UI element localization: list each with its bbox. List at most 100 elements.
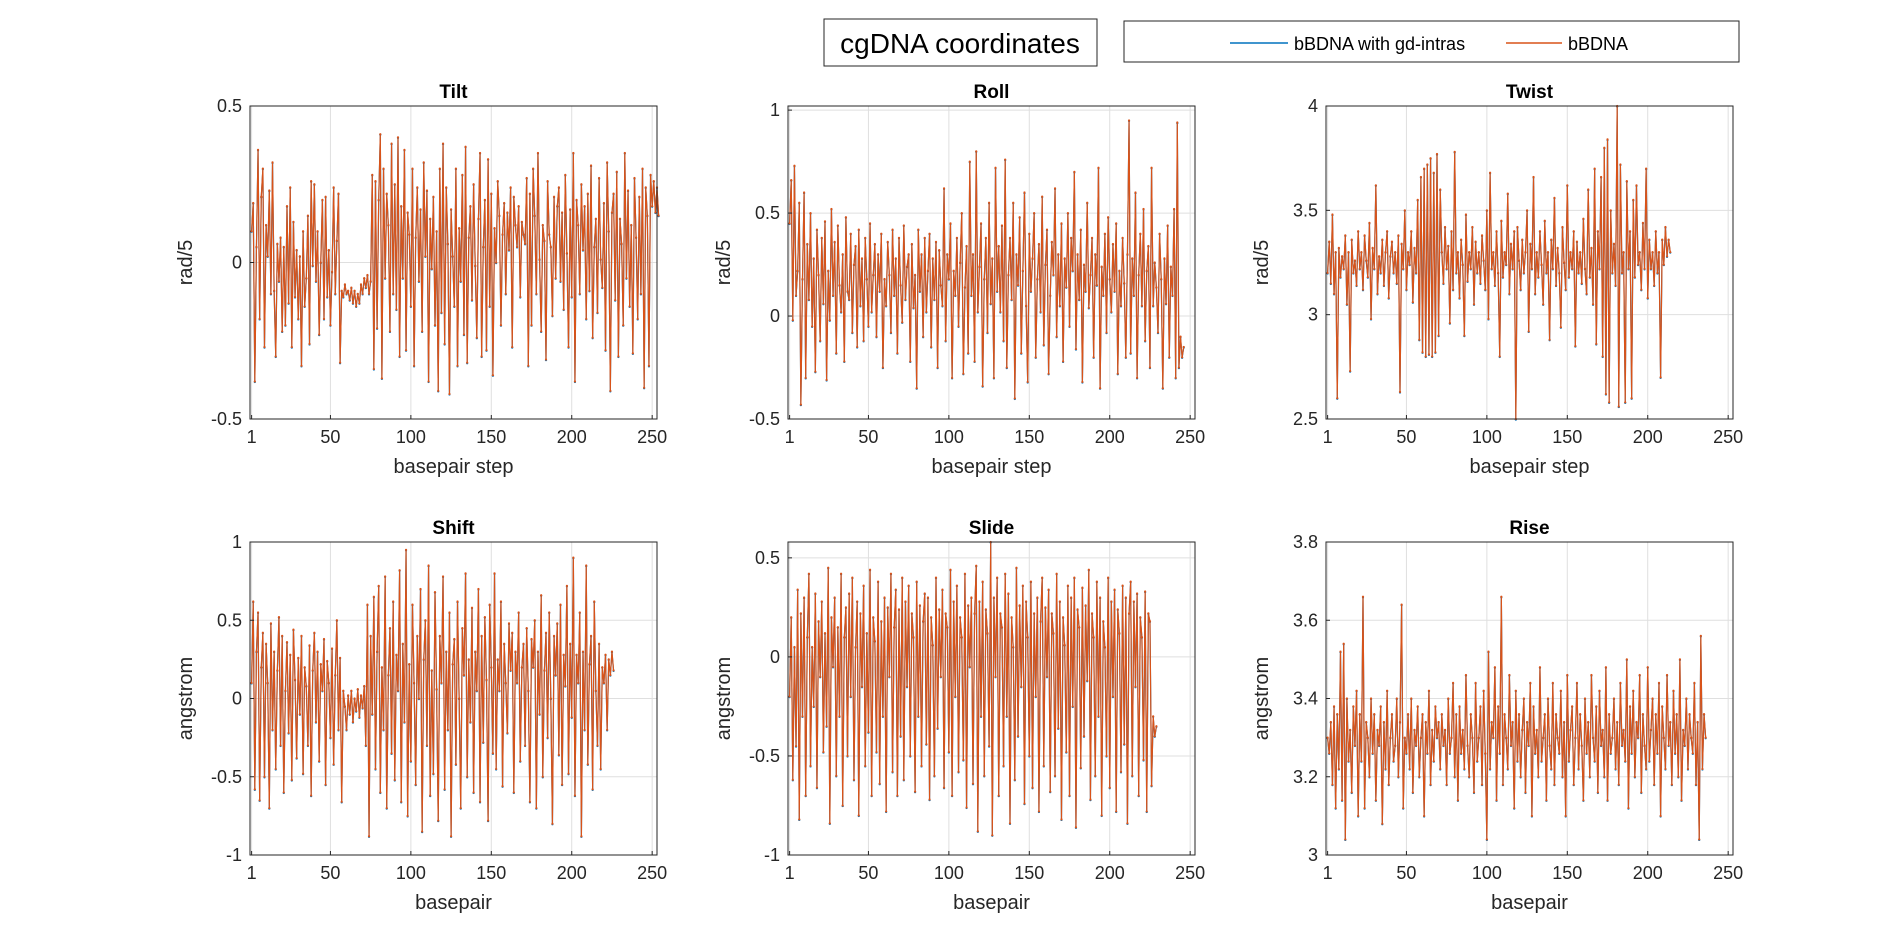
data-point-bbdna <box>1632 198 1635 201</box>
data-point-bbdna <box>1508 292 1511 295</box>
data-point-bbdna <box>1055 572 1058 575</box>
data-point-bbdna <box>527 689 530 692</box>
data-point-bbdna <box>1013 397 1016 400</box>
data-point-bbdna <box>543 239 546 242</box>
data-point-bbdna <box>1033 612 1036 615</box>
data-point-bbdna <box>1447 697 1450 700</box>
data-point-bbdna <box>546 736 549 739</box>
data-point-bbdna <box>811 645 814 649</box>
data-point-bbdna <box>1337 767 1340 771</box>
data-point-bbdna <box>920 253 923 256</box>
data-point-bbdna <box>369 634 372 638</box>
data-point-bbdna <box>1466 280 1469 283</box>
data-point-bbdna <box>347 289 350 292</box>
data-point-bbdna <box>973 360 976 363</box>
data-point-bbdna <box>888 675 891 678</box>
data-point-bbdna <box>266 681 269 684</box>
data-point-bbdna <box>411 167 414 170</box>
data-point-bbdna <box>1440 250 1443 254</box>
data-point-bbdna <box>1137 794 1140 797</box>
data-point-bbdna <box>528 800 532 803</box>
data-point-bbdna <box>1678 658 1682 661</box>
data-point-bbdna <box>1628 705 1632 708</box>
data-point-bbdna <box>798 201 801 204</box>
data-point-bbdna <box>984 236 987 239</box>
data-point-bbdna <box>318 333 321 336</box>
data-point-bbdna <box>815 228 819 231</box>
data-point-bbdna <box>970 294 973 297</box>
data-point-bbdna <box>565 252 569 255</box>
data-point-bbdna <box>1439 188 1442 191</box>
y-tick-label: 0 <box>232 689 242 709</box>
data-point-bbdna <box>1488 171 1492 174</box>
data-point-bbdna <box>277 280 281 283</box>
data-point-bbdna <box>281 634 284 638</box>
data-point-bbdna <box>1471 225 1474 229</box>
data-point-bbdna <box>330 270 334 273</box>
data-point-bbdna <box>430 669 433 672</box>
data-point-bbdna <box>1102 294 1105 297</box>
data-point-bbdna <box>445 186 448 189</box>
data-point-bbdna <box>1050 612 1053 615</box>
legend-label-gd-intras: bBDNA with gd-intras <box>1294 34 1465 54</box>
data-point-bbdna <box>269 622 273 625</box>
axes-title-shift: Shift <box>432 518 475 539</box>
data-point-bbdna <box>1103 232 1107 235</box>
data-point-bbdna <box>1334 806 1337 810</box>
data-point-bbdna <box>1619 681 1622 684</box>
data-point-bbdna <box>1599 744 1603 747</box>
data-point-bbdna <box>375 650 379 653</box>
x-tick-label: 150 <box>1552 863 1582 883</box>
data-point-bbdna <box>411 603 414 606</box>
data-point-bbdna <box>1082 735 1086 738</box>
data-point-bbdna <box>909 360 912 363</box>
data-point-bbdna <box>404 349 408 352</box>
data-point-bbdna <box>1070 236 1073 239</box>
data-point-bbdna <box>1108 277 1111 281</box>
data-point-bbdna <box>1442 282 1445 285</box>
data-point-bbdna <box>1448 752 1451 755</box>
data-point-bbdna <box>314 720 318 724</box>
y-tick-label: 3.4 <box>1293 689 1318 709</box>
data-point-bbdna <box>581 248 585 252</box>
figure-title-box: cgDNA coordinates <box>823 18 1098 67</box>
data-point-bbdna <box>548 611 551 614</box>
y-axis-label-roll: rad/5 <box>713 240 735 286</box>
data-point-bbdna <box>448 611 451 614</box>
data-point-bbdna <box>1556 736 1559 739</box>
data-point-bbdna <box>807 298 811 301</box>
data-point-bbdna <box>441 575 445 578</box>
data-point-bbdna <box>1664 767 1667 771</box>
data-point-bbdna <box>301 230 305 233</box>
data-point-bbdna <box>894 588 897 591</box>
data-point-bbdna <box>321 689 324 692</box>
data-point-bbdna <box>1152 304 1155 307</box>
data-point-bbdna <box>1135 376 1139 379</box>
data-point-bbdna <box>634 236 638 239</box>
data-point-bbdna <box>939 284 942 287</box>
data-point-bbdna <box>1402 806 1405 810</box>
data-point-bbdna <box>541 775 544 778</box>
data-point-bbdna <box>1654 230 1657 233</box>
data-point-bbdna <box>1352 271 1355 275</box>
data-point-bbdna <box>1116 608 1119 611</box>
data-point-bbdna <box>388 626 392 630</box>
data-point-bbdna <box>507 248 511 252</box>
data-point-bbdna <box>337 728 340 731</box>
data-point-bbdna <box>581 650 585 653</box>
data-point-bbdna <box>923 236 926 239</box>
data-point-bbdna <box>572 556 575 559</box>
data-point-bbdna <box>1603 146 1606 149</box>
data-point-bbdna <box>868 568 872 571</box>
data-point-bbdna <box>1476 271 1479 275</box>
data-point-bbdna <box>1168 356 1171 359</box>
data-point-bbdna <box>1394 744 1397 747</box>
data-point-bbdna <box>856 600 859 603</box>
data-point-bbdna <box>1008 822 1012 825</box>
data-point-bbdna <box>1564 814 1567 817</box>
data-point-bbdna <box>453 305 456 308</box>
data-point-bbdna <box>1389 736 1392 739</box>
data-point-bbdna <box>1490 267 1493 270</box>
data-point-bbdna <box>295 756 298 760</box>
